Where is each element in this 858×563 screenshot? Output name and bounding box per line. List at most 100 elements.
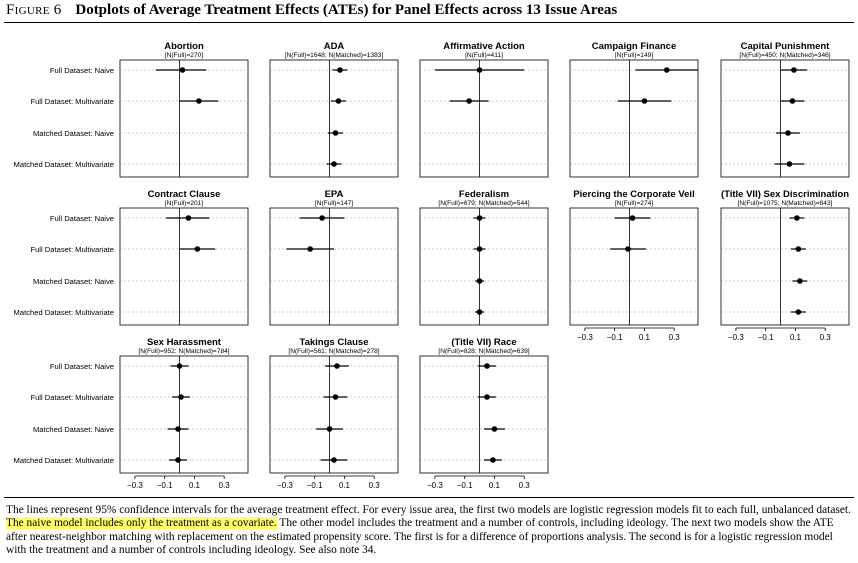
figure-title: Dotplots of Average Treatment Effects (A… — [75, 2, 618, 18]
row-label: Full Dataset: Multivariate — [30, 393, 114, 402]
x-tick-label: 0.3 — [669, 333, 681, 342]
x-tick-label: 0.1 — [339, 481, 351, 490]
panel-frame — [119, 207, 249, 326]
point-estimate — [484, 394, 490, 400]
panel-frame — [119, 59, 249, 178]
point-estimate — [334, 363, 340, 369]
point-estimate — [179, 67, 186, 73]
x-tick-label: −0.3 — [728, 333, 744, 342]
panel-title: Sex Harassment — [147, 337, 222, 348]
panel-subtitle: [N(Full)=147] — [315, 200, 353, 207]
point-estimate — [176, 363, 183, 369]
point-estimate — [490, 457, 496, 463]
panel-title: Federalism — [459, 189, 509, 200]
point-estimate — [319, 215, 325, 221]
panel-title: EPA — [325, 189, 344, 200]
point-estimate — [196, 98, 202, 104]
panel-subtitle: [N(Full)=411] — [465, 52, 503, 59]
point-estimate — [795, 246, 802, 252]
x-tick-label: −0.3 — [127, 481, 143, 490]
x-tick-label: 0.1 — [489, 481, 501, 490]
x-tick-label: −0.3 — [427, 481, 443, 490]
x-tick-label: −0.3 — [577, 333, 593, 342]
row-label: Full Dataset: Naive — [50, 214, 114, 223]
x-tick-label: −0.3 — [277, 481, 293, 490]
row-label: Matched Dataset: Multivariate — [14, 308, 114, 317]
caption-text-cont: The other model includes the treatment a… — [6, 517, 834, 557]
figure-header: Figure 6 Dotplots of Average Treatment E… — [6, 2, 617, 19]
row-label: Full Dataset: Naive — [50, 66, 114, 75]
panel-subtitle: [N(Full)=952; N(Matched)=784] — [138, 348, 229, 355]
panel-frame — [269, 207, 399, 326]
panel-title: Takings Clause — [300, 337, 369, 348]
point-estimate — [663, 67, 670, 73]
point-estimate — [332, 130, 339, 136]
panel-title: (Title VII) Sex Discrimination — [721, 189, 849, 200]
point-estimate — [785, 130, 791, 136]
panel-subtitle: [N(Full)=201] — [165, 200, 203, 207]
point-estimate — [797, 278, 803, 284]
x-tick-label: 0.3 — [820, 333, 832, 342]
panel-subtitle: [N(Full)=450; N(Matched)=346] — [739, 52, 830, 59]
panel-title: Capital Punishment — [741, 41, 831, 52]
x-tick-label: −0.1 — [457, 481, 473, 490]
dotplot-chart: Abortion[N(Full)=270] Full Dataset: Naive… — [14, 41, 850, 490]
row-label: Full Dataset: Naive — [50, 362, 114, 371]
point-estimate — [625, 246, 631, 252]
panel-title: Affirmative Action — [443, 41, 525, 52]
panel-frame — [419, 355, 549, 474]
point-estimate — [194, 246, 201, 252]
x-tick-label: −0.1 — [307, 481, 323, 490]
point-estimate — [476, 246, 483, 252]
panel-subtitle: [N(Full)=274] — [615, 200, 653, 207]
point-estimate — [466, 98, 472, 104]
x-tick-label: −0.1 — [758, 333, 774, 342]
panel-subtitle: [N(Full)=561; N(Matched)=278] — [288, 348, 379, 355]
caption-text: The lines represent 95% confidence inter… — [6, 504, 851, 516]
point-estimate — [335, 98, 342, 104]
panel-frame — [569, 207, 699, 326]
panel-frame — [569, 59, 699, 178]
panel-title: Campaign Finance — [592, 41, 676, 52]
point-estimate — [326, 426, 333, 432]
panel-frame — [269, 355, 399, 474]
point-estimate — [795, 309, 802, 315]
point-estimate — [175, 457, 181, 463]
panel-frame — [269, 59, 399, 178]
panel-frame — [419, 207, 549, 326]
row-label: Full Dataset: Multivariate — [30, 245, 114, 254]
panel-frame — [720, 207, 850, 326]
row-label: Matched Dataset: Multivariate — [14, 160, 114, 169]
point-estimate — [794, 215, 800, 221]
point-estimate — [178, 394, 184, 400]
x-tick-label: 0.3 — [369, 481, 381, 490]
x-tick-label: 0.3 — [519, 481, 531, 490]
panel-title: Contract Clause — [148, 189, 221, 200]
top-rule — [4, 22, 854, 23]
x-tick-label: −0.1 — [157, 481, 173, 490]
point-estimate — [331, 161, 337, 167]
point-estimate — [491, 426, 498, 432]
figure-label: Figure 6 — [6, 2, 62, 18]
panel-subtitle: [N(Full)=1648; N(Matched)=1383] — [285, 52, 384, 59]
panel-title: ADA — [324, 41, 345, 52]
panel-frame — [119, 355, 249, 474]
panel-title: Piercing the Corporate Veil — [573, 189, 694, 200]
point-estimate — [789, 98, 796, 104]
point-estimate — [476, 67, 483, 73]
panel-title: (Title VII) Race — [451, 337, 516, 348]
row-label: Full Dataset: Multivariate — [30, 97, 114, 106]
point-estimate — [332, 394, 339, 400]
point-estimate — [331, 457, 337, 463]
caption-highlight: The naive model includes only the treatm… — [6, 517, 277, 530]
point-estimate — [641, 98, 648, 104]
point-estimate — [185, 215, 192, 221]
point-estimate — [791, 67, 797, 73]
row-label: Matched Dataset: Naive — [33, 425, 114, 434]
x-tick-label: 0.1 — [189, 481, 201, 490]
point-estimate — [484, 363, 490, 369]
panel-subtitle: [N(Full)=149] — [615, 52, 653, 59]
row-label: Matched Dataset: Multivariate — [14, 456, 114, 465]
panel-subtitle: [N(Full)=270] — [165, 52, 203, 59]
x-tick-label: 0.1 — [790, 333, 802, 342]
